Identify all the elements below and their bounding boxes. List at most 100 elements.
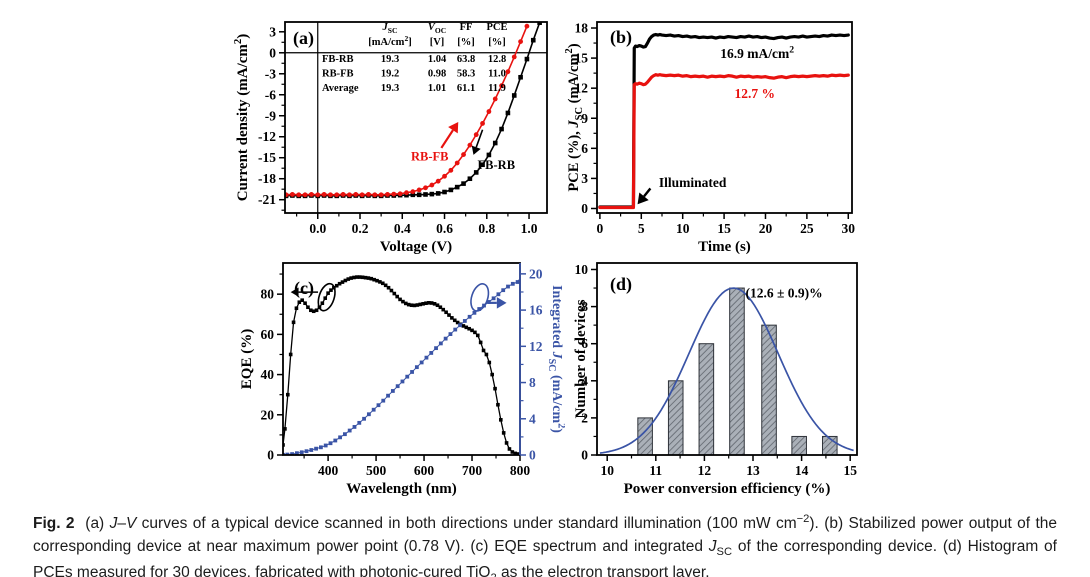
x-tick-label: 10 <box>676 221 690 236</box>
gaussian-fit-curve <box>599 287 854 454</box>
y-tick-label: -12 <box>258 129 276 144</box>
table-cell: 11.9 <box>488 83 506 94</box>
histogram-bars <box>637 287 838 456</box>
y-tick-label: 0 <box>267 448 274 463</box>
y-axis-label: Current density (mA/cm2) <box>232 34 251 202</box>
y-tick-label: 2 <box>581 410 588 425</box>
table-col-units: [%] <box>488 37 506 48</box>
y-tick-label: -21 <box>258 192 276 207</box>
y2-tick-label: 16 <box>529 303 543 318</box>
x-tick-label: 13 <box>746 463 760 478</box>
y2-tick-label: 20 <box>529 266 543 281</box>
table-cell: 1.04 <box>428 54 447 65</box>
y-tick-label: 40 <box>261 367 275 382</box>
histogram-bar <box>729 287 745 456</box>
x-tick-label: 800 <box>510 463 531 478</box>
x-tick-label: 1.0 <box>521 221 538 236</box>
plot-border <box>596 262 858 456</box>
y2-tick-label: 8 <box>529 375 536 390</box>
table-cell: 11.0 <box>488 69 506 80</box>
table-row-label: Average <box>322 83 359 94</box>
annotation-arrow <box>487 297 507 309</box>
y-tick-label: 18 <box>575 21 589 36</box>
table-cell: 1.01 <box>428 83 446 94</box>
x-tick-label: 400 <box>318 463 339 478</box>
axis-ticks <box>277 273 526 461</box>
x-tick-label: 0.6 <box>436 221 453 236</box>
y-tick-label: -9 <box>265 108 276 123</box>
y-tick-label: 80 <box>261 287 275 302</box>
x-tick-label: 20 <box>759 221 773 236</box>
y-tick-label: 60 <box>261 327 275 342</box>
x-axis-label: Power conversion efficiency (%) <box>624 481 831 497</box>
zero-axes <box>285 22 547 213</box>
x-tick-label: 10 <box>600 463 614 478</box>
table-col-header: PCE <box>487 22 508 33</box>
y-axis-label: EQE (%) <box>239 329 255 389</box>
table-col-header: VOC <box>428 22 446 35</box>
y-tick-label: 3 <box>269 24 276 39</box>
table-row-label: FB-RB <box>322 54 354 65</box>
x-tick-label: 14 <box>795 463 809 478</box>
series-pce <box>598 73 850 210</box>
table-cell: 19.2 <box>381 69 399 80</box>
annotation-ellipse <box>470 283 490 312</box>
y-tick-label: 3 <box>581 171 588 186</box>
table-col-units: [V] <box>430 37 445 48</box>
y-tick-label: 20 <box>261 407 275 422</box>
panel-c-eqe-chart: 400 500 600 700 800020406080048121620Wavelen… <box>239 262 565 497</box>
panel-b-stabilized-output-chart: 0 5 10 15 20 25 30 0 3 6 9 12 15 18 Time (s) PCE (%), J… <box>564 21 856 255</box>
table-cell: 63.8 <box>457 54 475 65</box>
y-tick-label: 0 <box>581 201 588 216</box>
series-integrated-jsc <box>283 279 520 455</box>
x-tick-label: 0.4 <box>394 221 411 236</box>
y-tick-label: 9 <box>581 111 588 126</box>
x-axis-label: Time (s) <box>698 239 751 255</box>
annotation-text: 16.9 mA/cm2 <box>720 45 794 61</box>
table-col-header: FF <box>460 22 473 33</box>
x-tick-label: 600 <box>414 463 435 478</box>
x-tick-label: 30 <box>842 221 856 236</box>
y-tick-label: 8 <box>581 299 588 314</box>
axis-ticks <box>279 31 530 219</box>
annotation-arrow <box>471 129 484 155</box>
x-tick-label: 15 <box>717 221 731 236</box>
annotation-text: Illuminated <box>659 175 727 190</box>
y-tick-label: 15 <box>575 51 589 66</box>
x-tick-label: 0.0 <box>309 221 326 236</box>
table-cell: 19.3 <box>381 83 399 94</box>
annotation-arrow <box>440 122 459 149</box>
y-tick-label: 12 <box>575 81 589 96</box>
panel-label: (c) <box>294 278 314 299</box>
y-tick-label: 4 <box>581 373 588 388</box>
table-cell: 0.98 <box>428 69 446 80</box>
table-cell: 12.8 <box>488 54 506 65</box>
x-axis-label: Wavelength (nm) <box>346 481 456 497</box>
x-tick-label: 25 <box>800 221 814 236</box>
histogram-bar <box>791 435 807 456</box>
y-tick-label: -15 <box>258 150 276 165</box>
table-cell: 58.3 <box>457 69 475 80</box>
figure-caption: Fig. 2 (a) J–V curves of a typical devic… <box>33 513 1057 577</box>
annotation-arrow <box>637 187 652 205</box>
table-col-header: JSC <box>382 22 398 35</box>
y-axis-label: PCE (%), JSC (mA/cm2) <box>564 43 585 191</box>
y-tick-label: 6 <box>581 336 588 351</box>
annotation-text: 12.7 % <box>734 86 775 101</box>
series-rb-fb <box>285 23 530 198</box>
plot-border <box>284 21 548 214</box>
x-tick-label: 0.2 <box>352 221 369 236</box>
table-row-label: RB-FB <box>322 69 354 80</box>
series-eqe <box>283 275 520 455</box>
histogram-bar <box>698 343 715 456</box>
y-tick-label: 10 <box>575 262 589 277</box>
table-cell: 61.1 <box>457 83 475 94</box>
annotation-arrow <box>290 287 319 297</box>
panel-label: (a) <box>293 28 314 49</box>
table-col-units: [mA/cm2] <box>368 34 411 48</box>
y2-tick-label: 0 <box>529 448 536 463</box>
table-cell: 19.3 <box>381 54 399 65</box>
y2-axis-label: Integrated JSC (mA/cm2) <box>546 285 565 433</box>
y-tick-label: 0 <box>581 448 588 463</box>
panel-label: (d) <box>610 274 632 295</box>
